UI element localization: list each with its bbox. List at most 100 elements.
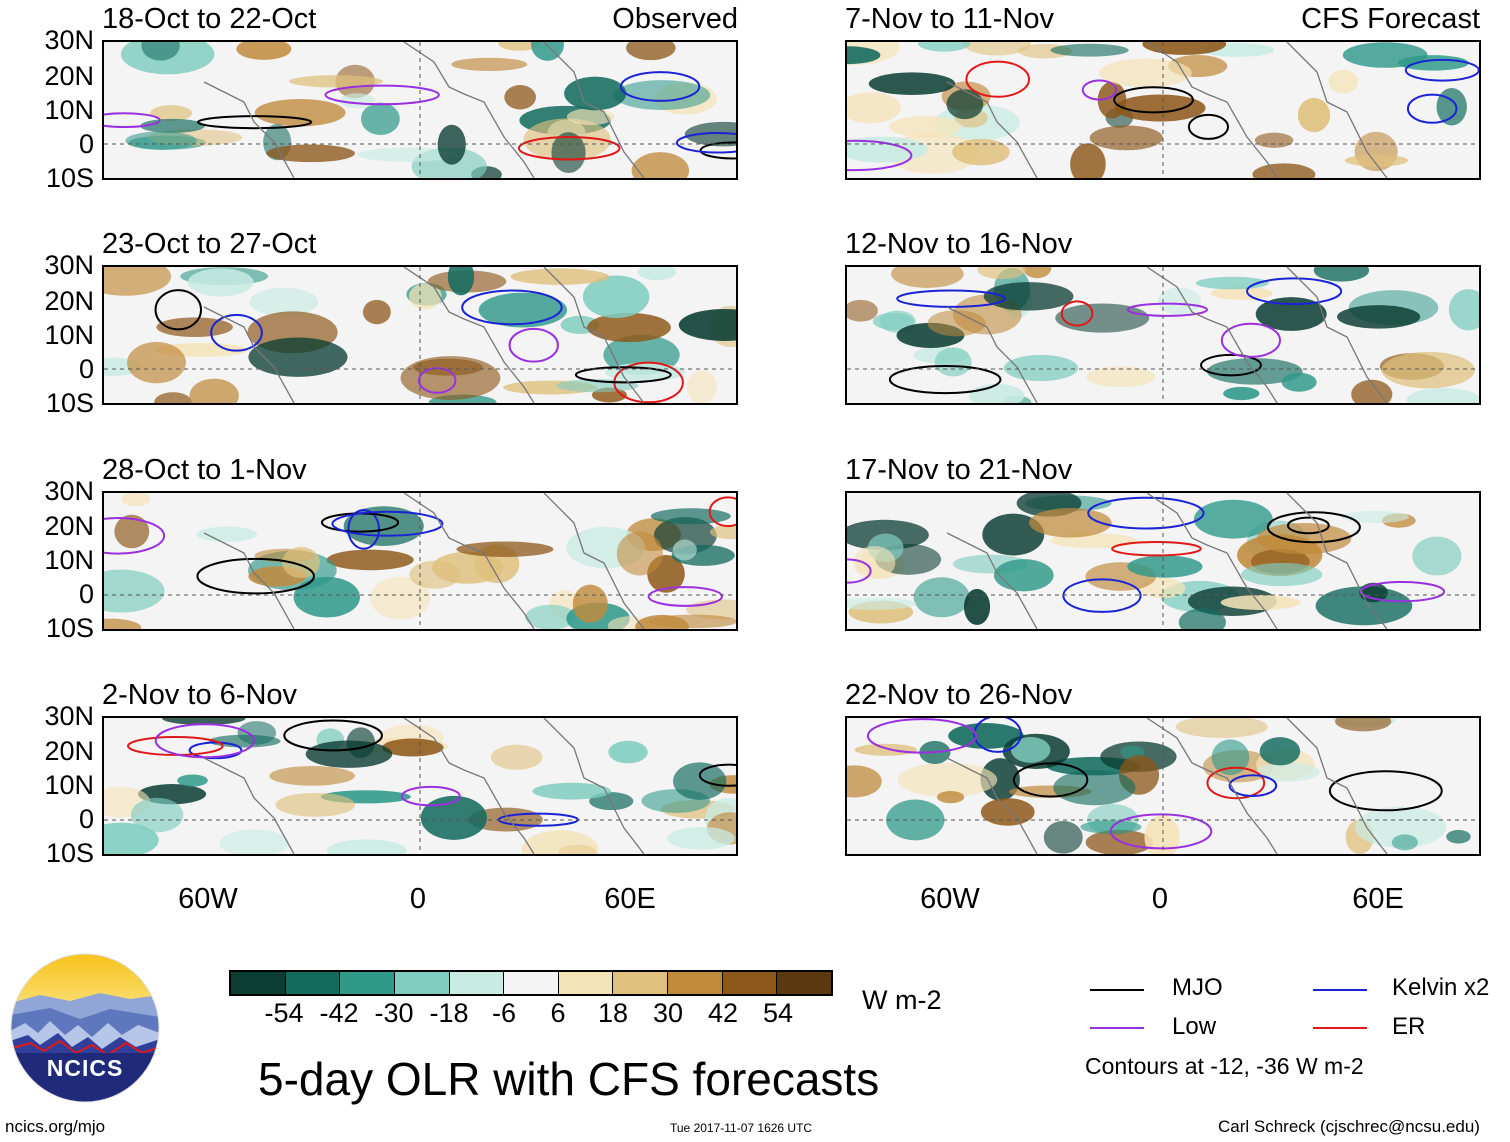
coastline bbox=[946, 42, 1388, 178]
olr-anomaly-blob bbox=[177, 774, 208, 787]
olr-anomaly-blob bbox=[551, 132, 586, 173]
legend-line-kelvin bbox=[1313, 989, 1367, 991]
olr-anomaly-blob bbox=[156, 317, 233, 338]
ylabel-10s: 10S bbox=[45, 388, 94, 418]
olr-map bbox=[847, 42, 1479, 178]
wave-contour bbox=[127, 736, 224, 756]
ylabel-eq: 0 bbox=[78, 804, 94, 834]
wave-contour bbox=[1228, 774, 1278, 797]
legend-line-mjo bbox=[1090, 989, 1144, 991]
olr-map bbox=[847, 267, 1479, 403]
olr-anomaly-blob bbox=[357, 147, 458, 162]
colorbar-swatch bbox=[231, 972, 286, 994]
wave-contour bbox=[708, 496, 736, 528]
xlabel-0: 0 bbox=[1151, 883, 1169, 915]
olr-anomaly-blob bbox=[127, 341, 186, 384]
olr-anomaly-blob bbox=[1127, 555, 1203, 578]
wave-contour bbox=[1081, 79, 1117, 101]
olr-anomaly-blob bbox=[1446, 829, 1471, 844]
olr-anomaly-blob bbox=[968, 383, 1025, 403]
olr-anomaly-blob bbox=[1010, 736, 1051, 763]
colorbar-swatch bbox=[449, 972, 505, 994]
wave-contour bbox=[1012, 762, 1089, 798]
wave-contour bbox=[196, 557, 315, 595]
ylabel-10n: 10N bbox=[44, 770, 94, 800]
olr-anomaly-blob bbox=[1341, 510, 1409, 524]
olr-anomaly-blob bbox=[1223, 386, 1260, 401]
olr-anomaly-blob bbox=[604, 363, 685, 382]
colorbar-label: -42 bbox=[319, 998, 359, 1028]
ylabel-20n: 20N bbox=[44, 736, 94, 766]
olr-anomaly-blob bbox=[104, 569, 165, 613]
ylabel-30n: 30N bbox=[44, 250, 94, 280]
olr-anomaly-blob bbox=[1255, 297, 1327, 331]
olr-anomaly-blob bbox=[1259, 737, 1301, 766]
olr-anomaly-blob bbox=[456, 541, 554, 557]
olr-anomaly-blob bbox=[525, 604, 576, 629]
coastline bbox=[203, 718, 645, 854]
olr-anomaly-blob bbox=[946, 89, 984, 120]
olr-anomaly-blob bbox=[934, 347, 972, 377]
olr-anomaly-blob bbox=[963, 588, 991, 626]
olr-anomaly-blob bbox=[1336, 305, 1421, 329]
panel-title-8: 22-Nov to 26-Nov bbox=[845, 679, 1073, 711]
olr-anomaly-blob bbox=[326, 549, 414, 571]
olr-anomaly-blob bbox=[1328, 69, 1359, 94]
wave-contour bbox=[675, 132, 736, 154]
wave-contour bbox=[896, 289, 1007, 308]
panel-title-2: 23-Oct to 27-Oct bbox=[102, 228, 317, 260]
wave-contour bbox=[1187, 113, 1230, 140]
colorbar-label: 54 bbox=[762, 998, 794, 1028]
olr-anomaly-blob bbox=[451, 57, 528, 71]
olr-anomaly-blob bbox=[408, 283, 442, 310]
wave-contour bbox=[1062, 578, 1142, 613]
olr-anomaly-blob bbox=[420, 795, 487, 840]
olr-anomaly-blob bbox=[1043, 820, 1083, 854]
map-panel-1 bbox=[102, 40, 738, 180]
colorbar-swatch bbox=[285, 972, 341, 994]
colorbar-label: -30 bbox=[374, 998, 414, 1028]
map-panel-4 bbox=[102, 716, 738, 856]
wave-contour bbox=[847, 139, 913, 172]
olr-anomaly-blob bbox=[980, 758, 1020, 801]
olr-anomaly-blob bbox=[868, 72, 956, 96]
xlabel-60e: 60E bbox=[604, 883, 656, 915]
wave-contour bbox=[154, 723, 255, 759]
olr-anomaly-blob bbox=[504, 85, 536, 110]
wave-contour bbox=[847, 558, 872, 584]
olr-anomaly-blob bbox=[1178, 608, 1226, 629]
wave-contour bbox=[1328, 770, 1443, 812]
olr-anomaly-blob bbox=[490, 744, 543, 770]
olr-anomaly-blob bbox=[531, 42, 564, 61]
olr-anomaly-blob bbox=[1050, 43, 1129, 57]
ylabel-eq: 0 bbox=[78, 354, 94, 384]
colorbar bbox=[229, 970, 833, 996]
olr-anomaly-blob bbox=[952, 138, 1010, 166]
olr-anomaly-blob bbox=[249, 287, 319, 317]
olr-anomaly-blob bbox=[993, 559, 1054, 592]
colorbar-label: 6 bbox=[550, 998, 566, 1028]
colorbar-units: W m-2 bbox=[862, 985, 942, 1015]
wave-contour bbox=[1111, 541, 1202, 557]
coastline bbox=[203, 42, 645, 178]
olr-anomaly-blob bbox=[104, 267, 172, 296]
legend-label-low: Low bbox=[1172, 1013, 1217, 1040]
footer-author: Carl Schreck (cjschrec@ncsu.edu) bbox=[1218, 1117, 1480, 1136]
olr-anomaly-blob bbox=[339, 93, 375, 109]
olr-map bbox=[104, 42, 736, 178]
wave-contour bbox=[1109, 813, 1213, 850]
xlabel-60w: 60W bbox=[178, 883, 238, 915]
olr-anomaly-blob bbox=[360, 102, 400, 136]
footer-url[interactable]: ncics.org/mjo bbox=[5, 1117, 106, 1136]
wave-contour bbox=[400, 785, 461, 807]
olr-anomaly-blob bbox=[948, 722, 1024, 749]
xlabel-0: 0 bbox=[409, 883, 427, 915]
olr-anomaly-blob bbox=[572, 584, 608, 623]
olr-anomaly-blob bbox=[847, 765, 882, 798]
olr-anomaly-blob bbox=[269, 765, 355, 786]
wave-contour bbox=[324, 84, 440, 106]
olr-anomaly-blob bbox=[104, 618, 142, 629]
olr-anomaly-blob bbox=[114, 514, 150, 549]
olr-anomaly-blob bbox=[564, 76, 627, 111]
colorbar-label: 30 bbox=[652, 998, 684, 1028]
